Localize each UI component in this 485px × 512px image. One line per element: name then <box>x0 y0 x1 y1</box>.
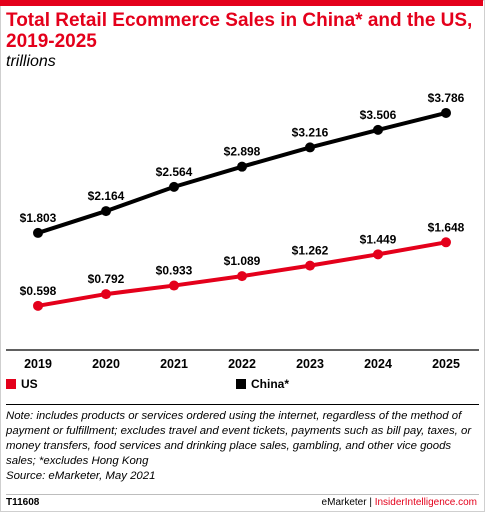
x-tick-label-2020: 2020 <box>92 357 120 370</box>
data-label-us-2024: $1.449 <box>360 232 397 246</box>
x-tick-label-2021: 2021 <box>160 357 188 370</box>
note-text: Note: includes products or services orde… <box>6 410 472 467</box>
legend-swatch-china <box>236 379 246 389</box>
data-label-china-2019: $1.803 <box>20 211 57 225</box>
data-label-us-2023: $1.262 <box>292 244 329 258</box>
brand-emarketer: eMarketer <box>321 497 367 508</box>
x-tick-label-2024: 2024 <box>364 357 392 370</box>
data-label-us-2021: $0.933 <box>156 264 193 278</box>
source-text: Source: eMarketer, May 2021 <box>6 470 156 482</box>
data-label-us-2019: $0.598 <box>20 284 57 298</box>
data-point-china-2025 <box>441 107 451 118</box>
data-label-us-2025: $1.648 <box>428 220 465 234</box>
legend-label-china: China* <box>251 377 290 391</box>
data-point-china-2022 <box>237 161 247 172</box>
series-line-china <box>37 111 447 235</box>
data-label-china-2025: $3.786 <box>428 91 465 105</box>
footnote: Note: includes products or services orde… <box>6 409 478 484</box>
brand-separator: | <box>366 497 375 508</box>
data-point-us-2022 <box>237 271 247 282</box>
line-chart: 2019 2020 2021 2022 2023 2024 2025 $1.803 $2.164… <box>6 91 479 370</box>
data-label-china-2022: $2.898 <box>224 145 261 159</box>
data-point-us-2020 <box>101 289 111 300</box>
data-label-china-2021: $2.564 <box>156 165 193 179</box>
data-point-china-2024 <box>373 124 383 135</box>
x-tick-label-2019: 2019 <box>24 357 52 370</box>
data-label-china-2024: $3.506 <box>360 108 397 122</box>
data-label-us-2022: $1.089 <box>224 254 261 268</box>
legend-label-us: US <box>21 377 38 391</box>
data-point-us-2023 <box>305 260 315 271</box>
x-tick-label-2025: 2025 <box>432 357 460 370</box>
data-point-us-2025 <box>441 237 451 248</box>
footer-divider <box>6 494 479 495</box>
footer-brand: eMarketer | InsiderIntelligence.com <box>322 497 477 508</box>
data-label-china-2023: $3.216 <box>292 125 329 139</box>
x-tick-label-2022: 2022 <box>228 357 256 370</box>
data-point-china-2021 <box>169 181 179 192</box>
x-tick-label-2023: 2023 <box>296 357 324 370</box>
legend-swatch-us <box>6 379 16 389</box>
data-label-china-2020: $2.164 <box>88 189 125 203</box>
data-point-us-2021 <box>169 280 179 291</box>
data-point-us-2019 <box>33 300 43 311</box>
data-point-china-2020 <box>101 206 111 217</box>
data-label-us-2020: $0.792 <box>88 272 125 286</box>
data-point-china-2023 <box>305 142 315 153</box>
chart-id: T11608 <box>6 497 40 508</box>
legend-item-us: US <box>6 377 38 391</box>
brand-accent-bar <box>0 0 483 6</box>
chart-title: Total Retail Ecommerce Sales in China* a… <box>6 10 473 52</box>
legend: US China* <box>0 377 485 397</box>
data-point-us-2024 <box>373 249 383 260</box>
note-divider <box>6 404 479 405</box>
chart-subtitle: trillions <box>6 53 56 70</box>
legend-item-china: China* <box>236 377 289 391</box>
brand-insider-intelligence: InsiderIntelligence.com <box>374 497 477 508</box>
data-point-china-2019 <box>33 227 43 238</box>
